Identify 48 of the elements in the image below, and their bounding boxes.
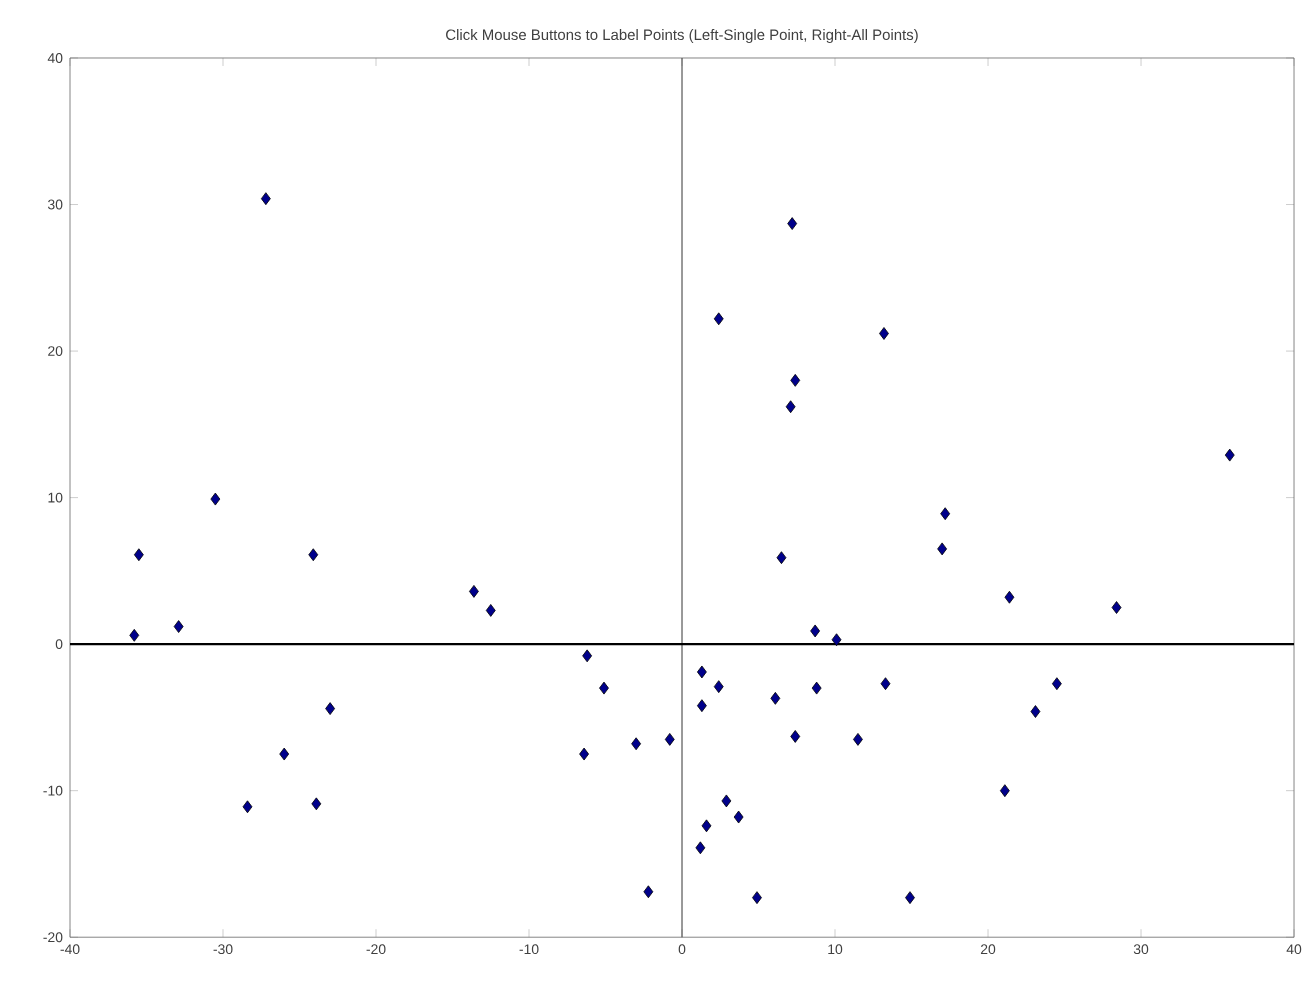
point: [697, 665, 707, 679]
point: [880, 677, 891, 691]
point: [582, 649, 593, 663]
point: [713, 312, 724, 326]
point: [810, 624, 821, 638]
point: [1111, 601, 1122, 614]
point: [664, 732, 675, 746]
point: [469, 584, 479, 598]
point: [1030, 705, 1041, 718]
point: [853, 732, 863, 746]
point: [311, 797, 322, 811]
point: [579, 747, 589, 761]
point: [790, 730, 801, 743]
point: [787, 217, 798, 230]
point: [133, 548, 144, 562]
point: [879, 327, 889, 340]
point: [770, 691, 781, 705]
point: [697, 699, 707, 713]
point: [1224, 448, 1235, 462]
point: [485, 604, 496, 617]
point: [325, 702, 335, 716]
point: [260, 192, 271, 206]
point: [631, 737, 642, 751]
point: [1004, 590, 1015, 604]
point: [721, 794, 732, 808]
point: [643, 885, 654, 899]
point: [905, 891, 915, 905]
point: [242, 800, 253, 814]
point: [785, 400, 796, 414]
point: [599, 681, 609, 695]
point: [790, 373, 801, 387]
point: [695, 841, 706, 855]
point: [937, 542, 948, 556]
point: [701, 819, 712, 833]
point: [279, 747, 290, 761]
point: [940, 507, 951, 521]
point: [173, 620, 184, 633]
point: [776, 551, 787, 565]
point: [999, 784, 1010, 798]
point: [733, 810, 744, 824]
point: [308, 548, 319, 562]
point: [713, 680, 724, 694]
point: [831, 633, 842, 647]
point: [1051, 677, 1062, 691]
point: [129, 628, 140, 642]
point: [752, 891, 762, 905]
point: [811, 681, 822, 695]
point: [210, 492, 221, 506]
